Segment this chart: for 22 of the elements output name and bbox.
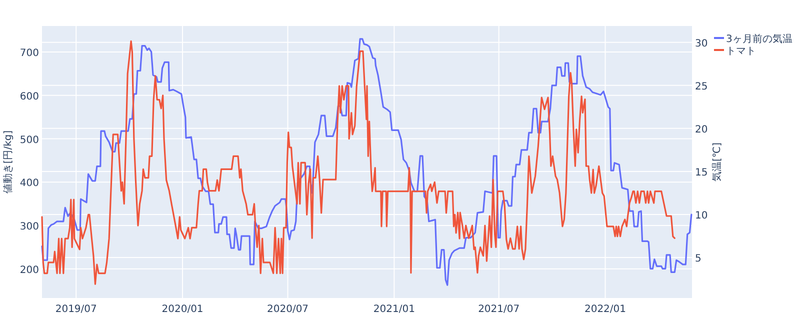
- y2-tick-label: 5: [695, 254, 702, 265]
- y-tick-label: 500: [20, 134, 39, 146]
- x-tick-label: 2020/07: [267, 304, 309, 315]
- y-tick-label: 400: [20, 178, 39, 190]
- y2-tick-label: 15: [695, 167, 708, 178]
- y-tick-label: 600: [20, 91, 39, 102]
- x-tick-label: 2021/01: [373, 304, 415, 315]
- y2-tick-label: 10: [695, 210, 708, 222]
- y2-axis-title: 気温[℃]: [711, 142, 723, 182]
- x-tick-label: 2019/07: [55, 304, 97, 315]
- y-tick-label: 300: [20, 222, 39, 233]
- x-tick-label: 2020/01: [162, 304, 204, 315]
- y-axis-title: 値動き[円/kg]: [2, 130, 14, 194]
- y2-tick-label: 30: [695, 38, 708, 50]
- y-tick-label: 700: [20, 48, 39, 60]
- x-tick-label: 2021/07: [478, 304, 520, 315]
- y-tick-label: 200: [20, 264, 39, 276]
- legend-label: トマト: [726, 46, 756, 57]
- y2-tick-label: 25: [695, 81, 708, 92]
- x-tick-label: 2022/01: [584, 304, 626, 315]
- legend-label: 3ヶ月前の気温: [726, 33, 792, 45]
- y2-tick-label: 20: [695, 124, 708, 136]
